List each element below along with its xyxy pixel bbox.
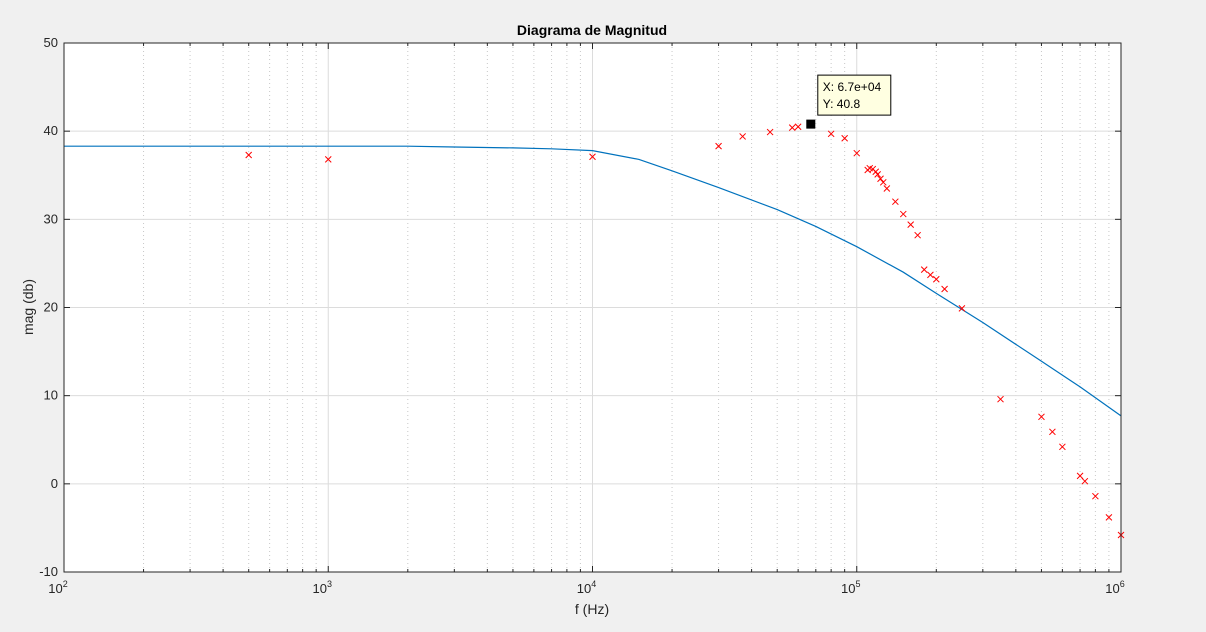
measured-point bbox=[715, 142, 722, 150]
marker-stroke bbox=[1081, 477, 1089, 485]
measured-point bbox=[841, 134, 849, 142]
y-tick-label: 30 bbox=[44, 211, 58, 226]
marker-stroke bbox=[739, 133, 747, 140]
measured-point bbox=[739, 133, 747, 140]
measured-point bbox=[324, 156, 332, 163]
y-tick-label: -10 bbox=[39, 564, 58, 579]
measured-point bbox=[997, 395, 1004, 403]
measured-point bbox=[1059, 443, 1066, 451]
marker-stroke bbox=[324, 156, 332, 163]
measured-point bbox=[766, 128, 774, 136]
data-tip[interactable]: X: 6.7e+04 Y: 40.8 bbox=[806, 74, 892, 129]
marker-stroke bbox=[997, 395, 1004, 403]
y-tick-label: 10 bbox=[44, 388, 58, 403]
measured-point bbox=[245, 151, 253, 159]
measured-point bbox=[794, 123, 802, 131]
tick-marks bbox=[63, 42, 1122, 573]
marker-stroke bbox=[941, 285, 948, 293]
marker-stroke bbox=[866, 164, 874, 172]
measured-point bbox=[941, 285, 948, 293]
measured-point bbox=[1049, 428, 1056, 436]
marker-stroke bbox=[892, 198, 899, 206]
series-layer bbox=[64, 123, 1125, 539]
marker-stroke bbox=[883, 185, 891, 192]
marker-stroke bbox=[766, 128, 774, 136]
y-tick-label: 40 bbox=[44, 123, 58, 138]
marker-stroke bbox=[589, 153, 596, 161]
marker-stroke bbox=[841, 134, 849, 142]
measured-point bbox=[958, 305, 966, 312]
marker-stroke bbox=[1059, 443, 1066, 451]
marker-stroke bbox=[853, 149, 861, 157]
marker-stroke bbox=[907, 221, 915, 228]
measured-point bbox=[899, 210, 907, 218]
measured-point bbox=[827, 130, 835, 138]
marker-stroke bbox=[899, 210, 907, 218]
measured-point bbox=[589, 153, 596, 161]
marker-stroke bbox=[788, 124, 796, 131]
measured-point bbox=[1081, 477, 1089, 485]
data-tip-y-text: Y: 40.8 bbox=[823, 97, 861, 111]
measured-point bbox=[1092, 492, 1099, 500]
marker-stroke bbox=[914, 231, 921, 239]
measured-point bbox=[932, 275, 940, 283]
chart-title: Diagrama de Magnitud bbox=[517, 22, 667, 38]
marker-stroke bbox=[1092, 492, 1099, 500]
measured-point bbox=[920, 266, 928, 273]
y-tick-label: 50 bbox=[44, 35, 58, 50]
response-curve bbox=[64, 145, 1122, 417]
measured-point bbox=[883, 185, 891, 192]
y-tick-label: 0 bbox=[51, 476, 58, 491]
marker-stroke bbox=[827, 130, 835, 138]
marker-stroke bbox=[1038, 413, 1045, 421]
data-tip-x-text: X: 6.7e+04 bbox=[823, 80, 882, 94]
marker-stroke bbox=[1076, 472, 1084, 480]
measured-point bbox=[879, 178, 887, 186]
x-tick-labels: 102 103 104 105 106 bbox=[48, 579, 1124, 596]
measured-point bbox=[1105, 513, 1113, 521]
y-tick-labels: -10 0 10 20 30 40 50 bbox=[39, 35, 58, 579]
data-tip-box bbox=[817, 74, 892, 116]
measured-point bbox=[907, 221, 915, 228]
measured-point bbox=[1076, 472, 1084, 480]
marker-stroke bbox=[874, 171, 882, 178]
marker-stroke bbox=[794, 123, 802, 131]
marker-stroke bbox=[245, 151, 253, 159]
measured-point bbox=[853, 149, 861, 157]
marker-stroke bbox=[920, 266, 928, 273]
measured-point bbox=[927, 271, 934, 279]
marker-stroke bbox=[958, 305, 966, 312]
x-tick-label: 102 bbox=[48, 579, 67, 596]
measured-point bbox=[788, 124, 796, 131]
marker-stroke bbox=[932, 275, 940, 283]
measured-point bbox=[892, 198, 899, 206]
marker-stroke bbox=[872, 168, 880, 176]
x-tick-label: 104 bbox=[577, 579, 596, 596]
x-tick-label: 103 bbox=[313, 579, 332, 596]
x-axis-label: f (Hz) bbox=[575, 601, 609, 617]
y-tick-label: 20 bbox=[44, 300, 58, 315]
measured-point bbox=[874, 171, 882, 178]
marker-stroke bbox=[927, 271, 934, 279]
y-axis-label: mag (db) bbox=[20, 279, 36, 335]
measured-point bbox=[914, 231, 921, 239]
marker-stroke bbox=[715, 142, 722, 150]
marker-stroke bbox=[877, 175, 884, 183]
measured-point bbox=[1038, 413, 1045, 421]
data-tip-marker[interactable] bbox=[806, 119, 816, 129]
x-tick-label: 106 bbox=[1105, 579, 1124, 596]
measured-point bbox=[877, 175, 884, 183]
marker-stroke bbox=[1049, 428, 1056, 436]
x-tick-label: 105 bbox=[841, 579, 860, 596]
marker-stroke bbox=[1105, 513, 1113, 521]
marker-stroke bbox=[879, 178, 887, 186]
